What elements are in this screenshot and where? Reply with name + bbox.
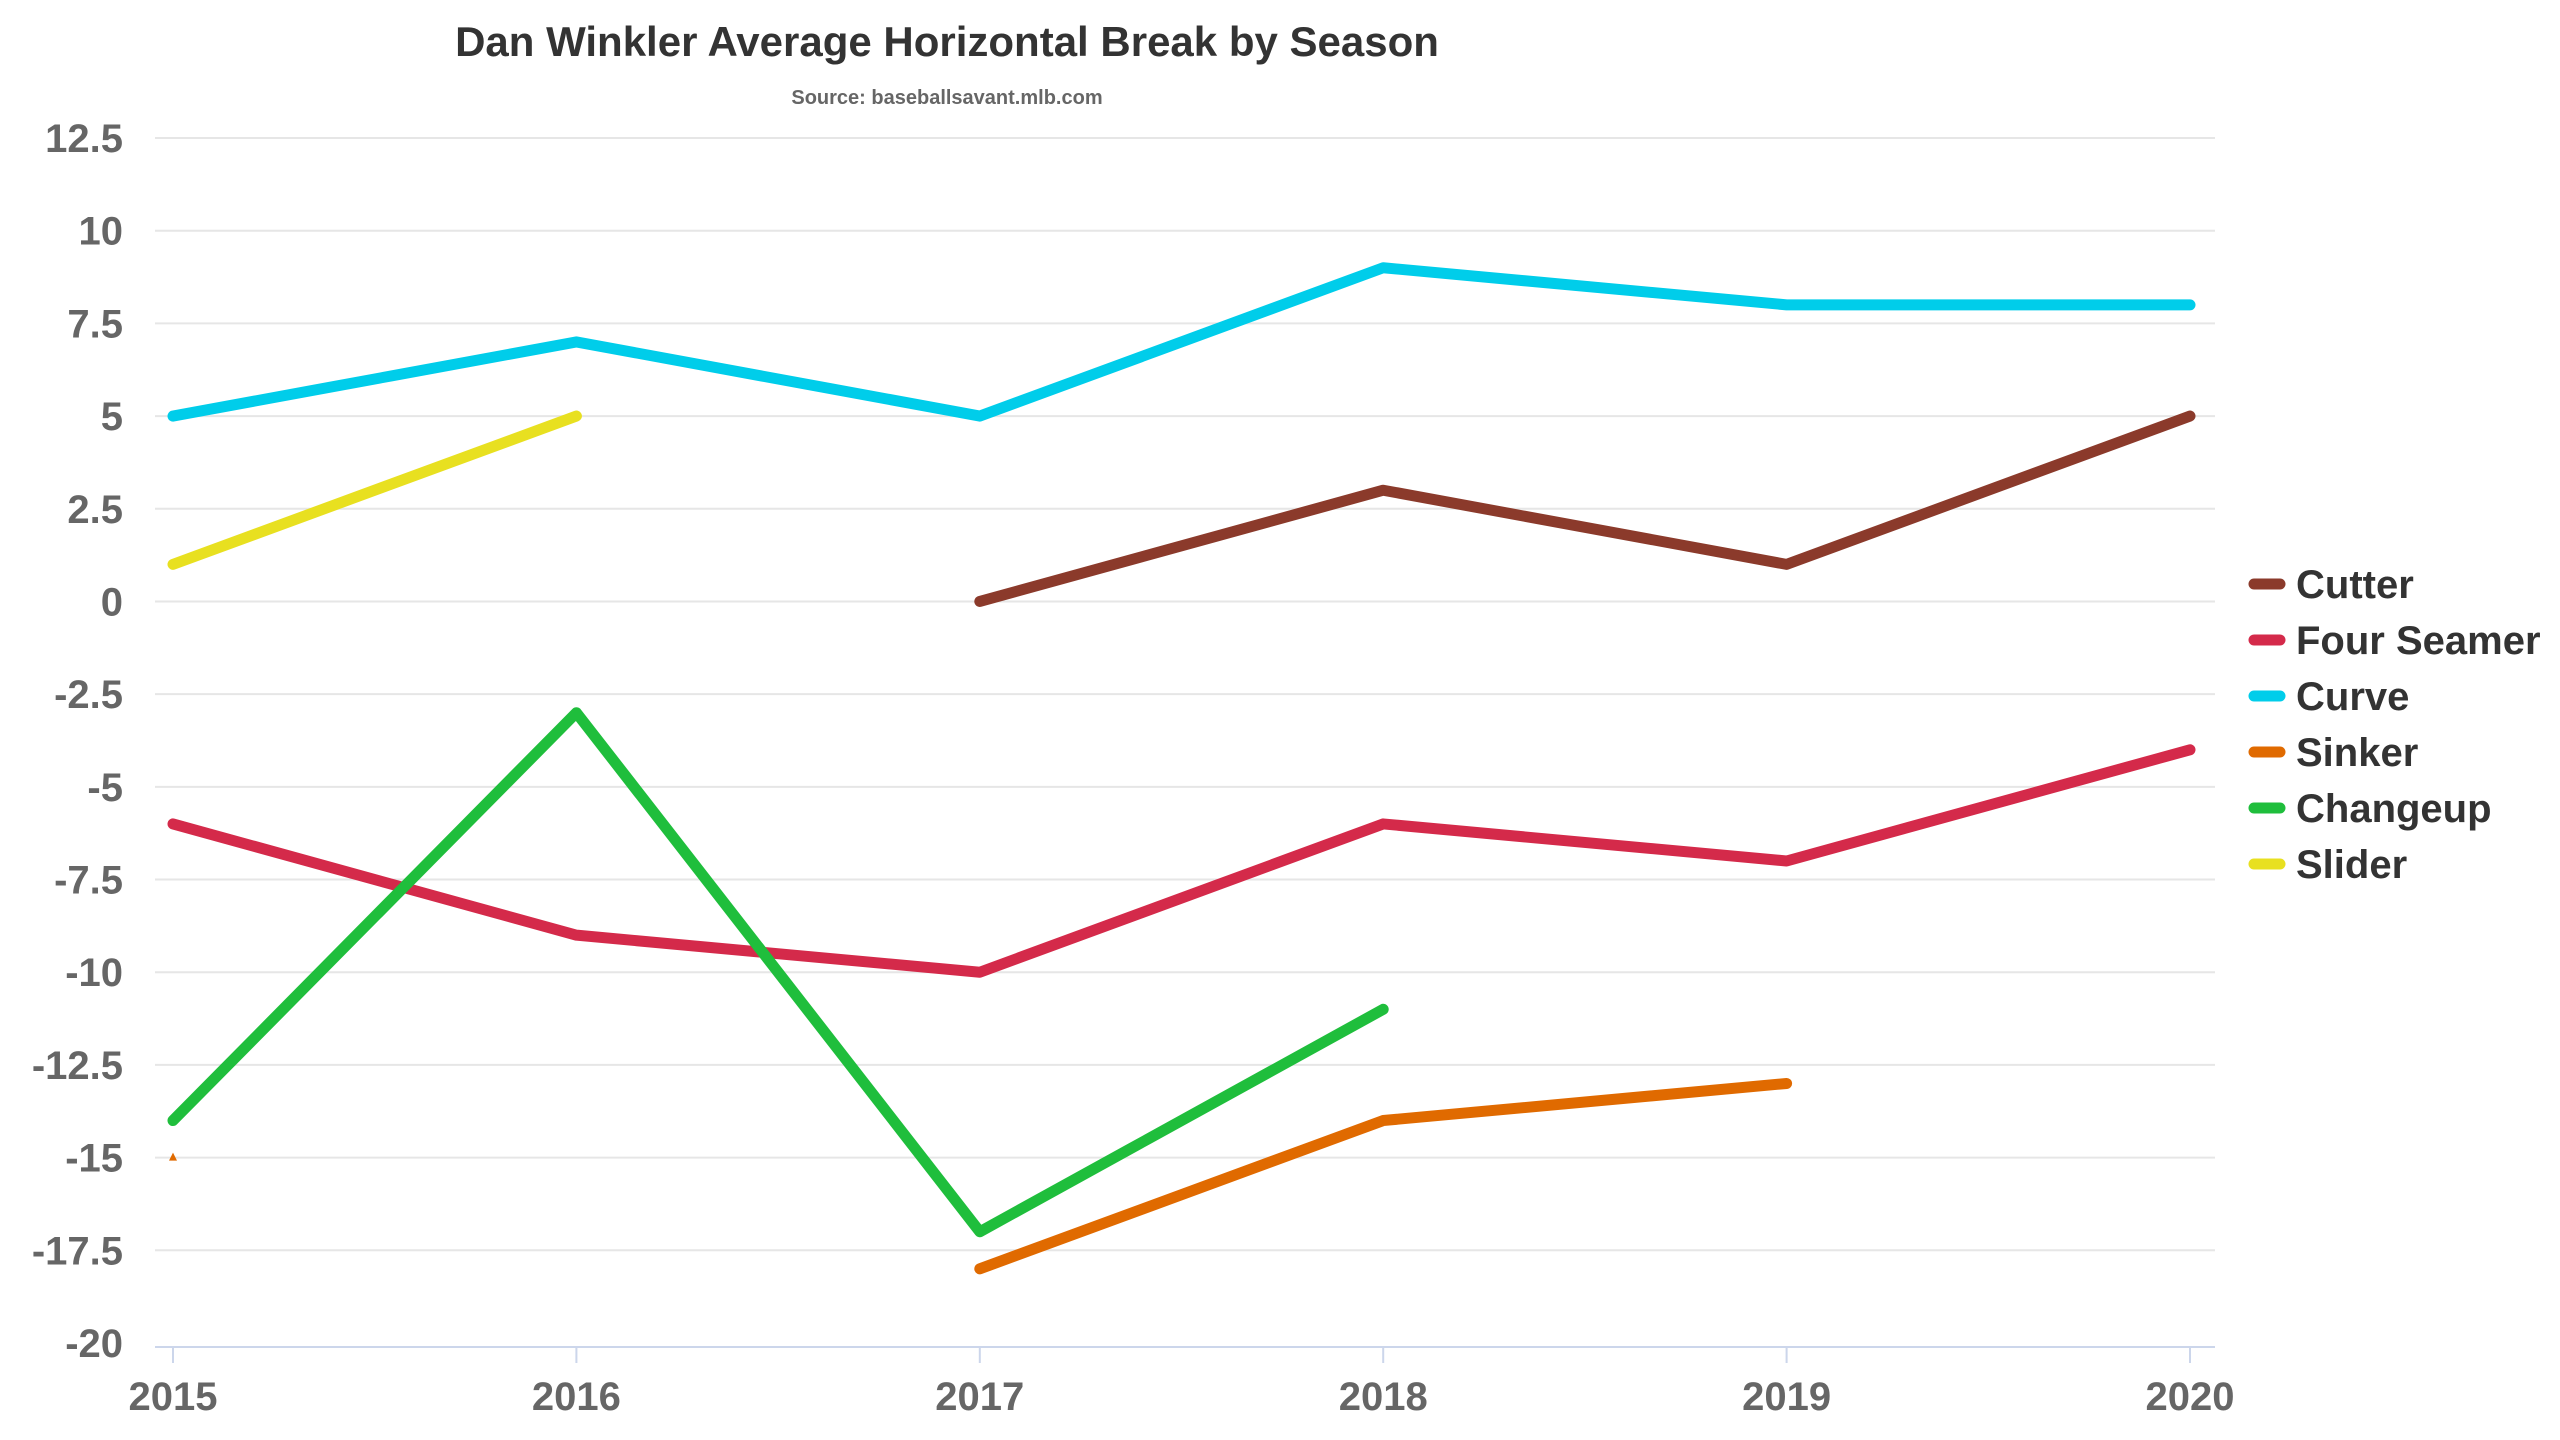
legend-label: Sinker (2296, 731, 2418, 775)
chart-title: Dan Winkler Average Horizontal Break by … (455, 18, 1439, 65)
x-tick-label: 2015 (129, 1375, 218, 1419)
y-tick-label: 12.5 (45, 117, 123, 161)
chart-subtitle: Source: baseballsavant.mlb.com (791, 87, 1102, 109)
legend-label: Curve (2296, 675, 2409, 719)
legend-label: Cutter (2296, 563, 2414, 607)
y-tick-label: -12.5 (32, 1044, 123, 1088)
legend-label: Changeup (2296, 787, 2492, 831)
legend-label: Four Seamer (2296, 619, 2541, 663)
y-tick-label: -7.5 (54, 859, 123, 903)
y-tick-label: -2.5 (54, 673, 123, 717)
gridlines (155, 137, 2215, 1252)
legend: Cutter Four Seamer Curve Sinker Changeup Slid… (2248, 563, 2541, 887)
legend-item-slider[interactable]: Slider (2248, 843, 2407, 887)
legend-item-changeup[interactable]: Changeup (2248, 787, 2492, 831)
series-lines (167, 262, 2196, 1275)
x-tick-label: 2016 (532, 1375, 621, 1419)
y-tick-label: 5 (101, 395, 123, 439)
y-tick-label: 7.5 (67, 302, 123, 346)
y-tick-label: -10 (65, 951, 123, 995)
y-tick-label: -15 (65, 1137, 123, 1181)
legend-item-curve[interactable]: Curve (2248, 675, 2409, 719)
legend-item-four-seamer[interactable]: Four Seamer (2248, 619, 2541, 663)
series-line-cutter (974, 410, 2196, 607)
y-tick-label: -20 (65, 1322, 123, 1366)
x-tick-label: 2017 (935, 1375, 1024, 1419)
series-line-changeup (167, 707, 1389, 1238)
y-tick-label: -5 (87, 766, 123, 810)
y-tick-label: 2.5 (67, 488, 123, 532)
x-tick-label: 2019 (1742, 1375, 1831, 1419)
legend-item-sinker[interactable]: Sinker (2248, 731, 2418, 775)
series-line-sinker (974, 1077, 1793, 1275)
x-tick-label: 2018 (1339, 1375, 1428, 1419)
x-tick-label: 2020 (2146, 1375, 2235, 1419)
series-line-slider (167, 410, 582, 570)
series-line-curve (167, 262, 2196, 422)
y-tick-label: 0 (101, 580, 123, 624)
x-axis: 2015 2016 2017 2018 2019 2020 (129, 1346, 2235, 1419)
legend-item-cutter[interactable]: Cutter (2248, 563, 2414, 607)
legend-label: Slider (2296, 843, 2407, 887)
series-line-four-seamer (167, 744, 2196, 978)
y-axis: 12.5 10 7.5 5 2.5 0 -2.5 -5 -7.5 -10 -12.5 -15 -17.5… (32, 117, 123, 1366)
y-tick-label: -17.5 (32, 1229, 123, 1273)
series-point-sinker (169, 1152, 177, 1161)
y-tick-label: 10 (79, 210, 124, 254)
